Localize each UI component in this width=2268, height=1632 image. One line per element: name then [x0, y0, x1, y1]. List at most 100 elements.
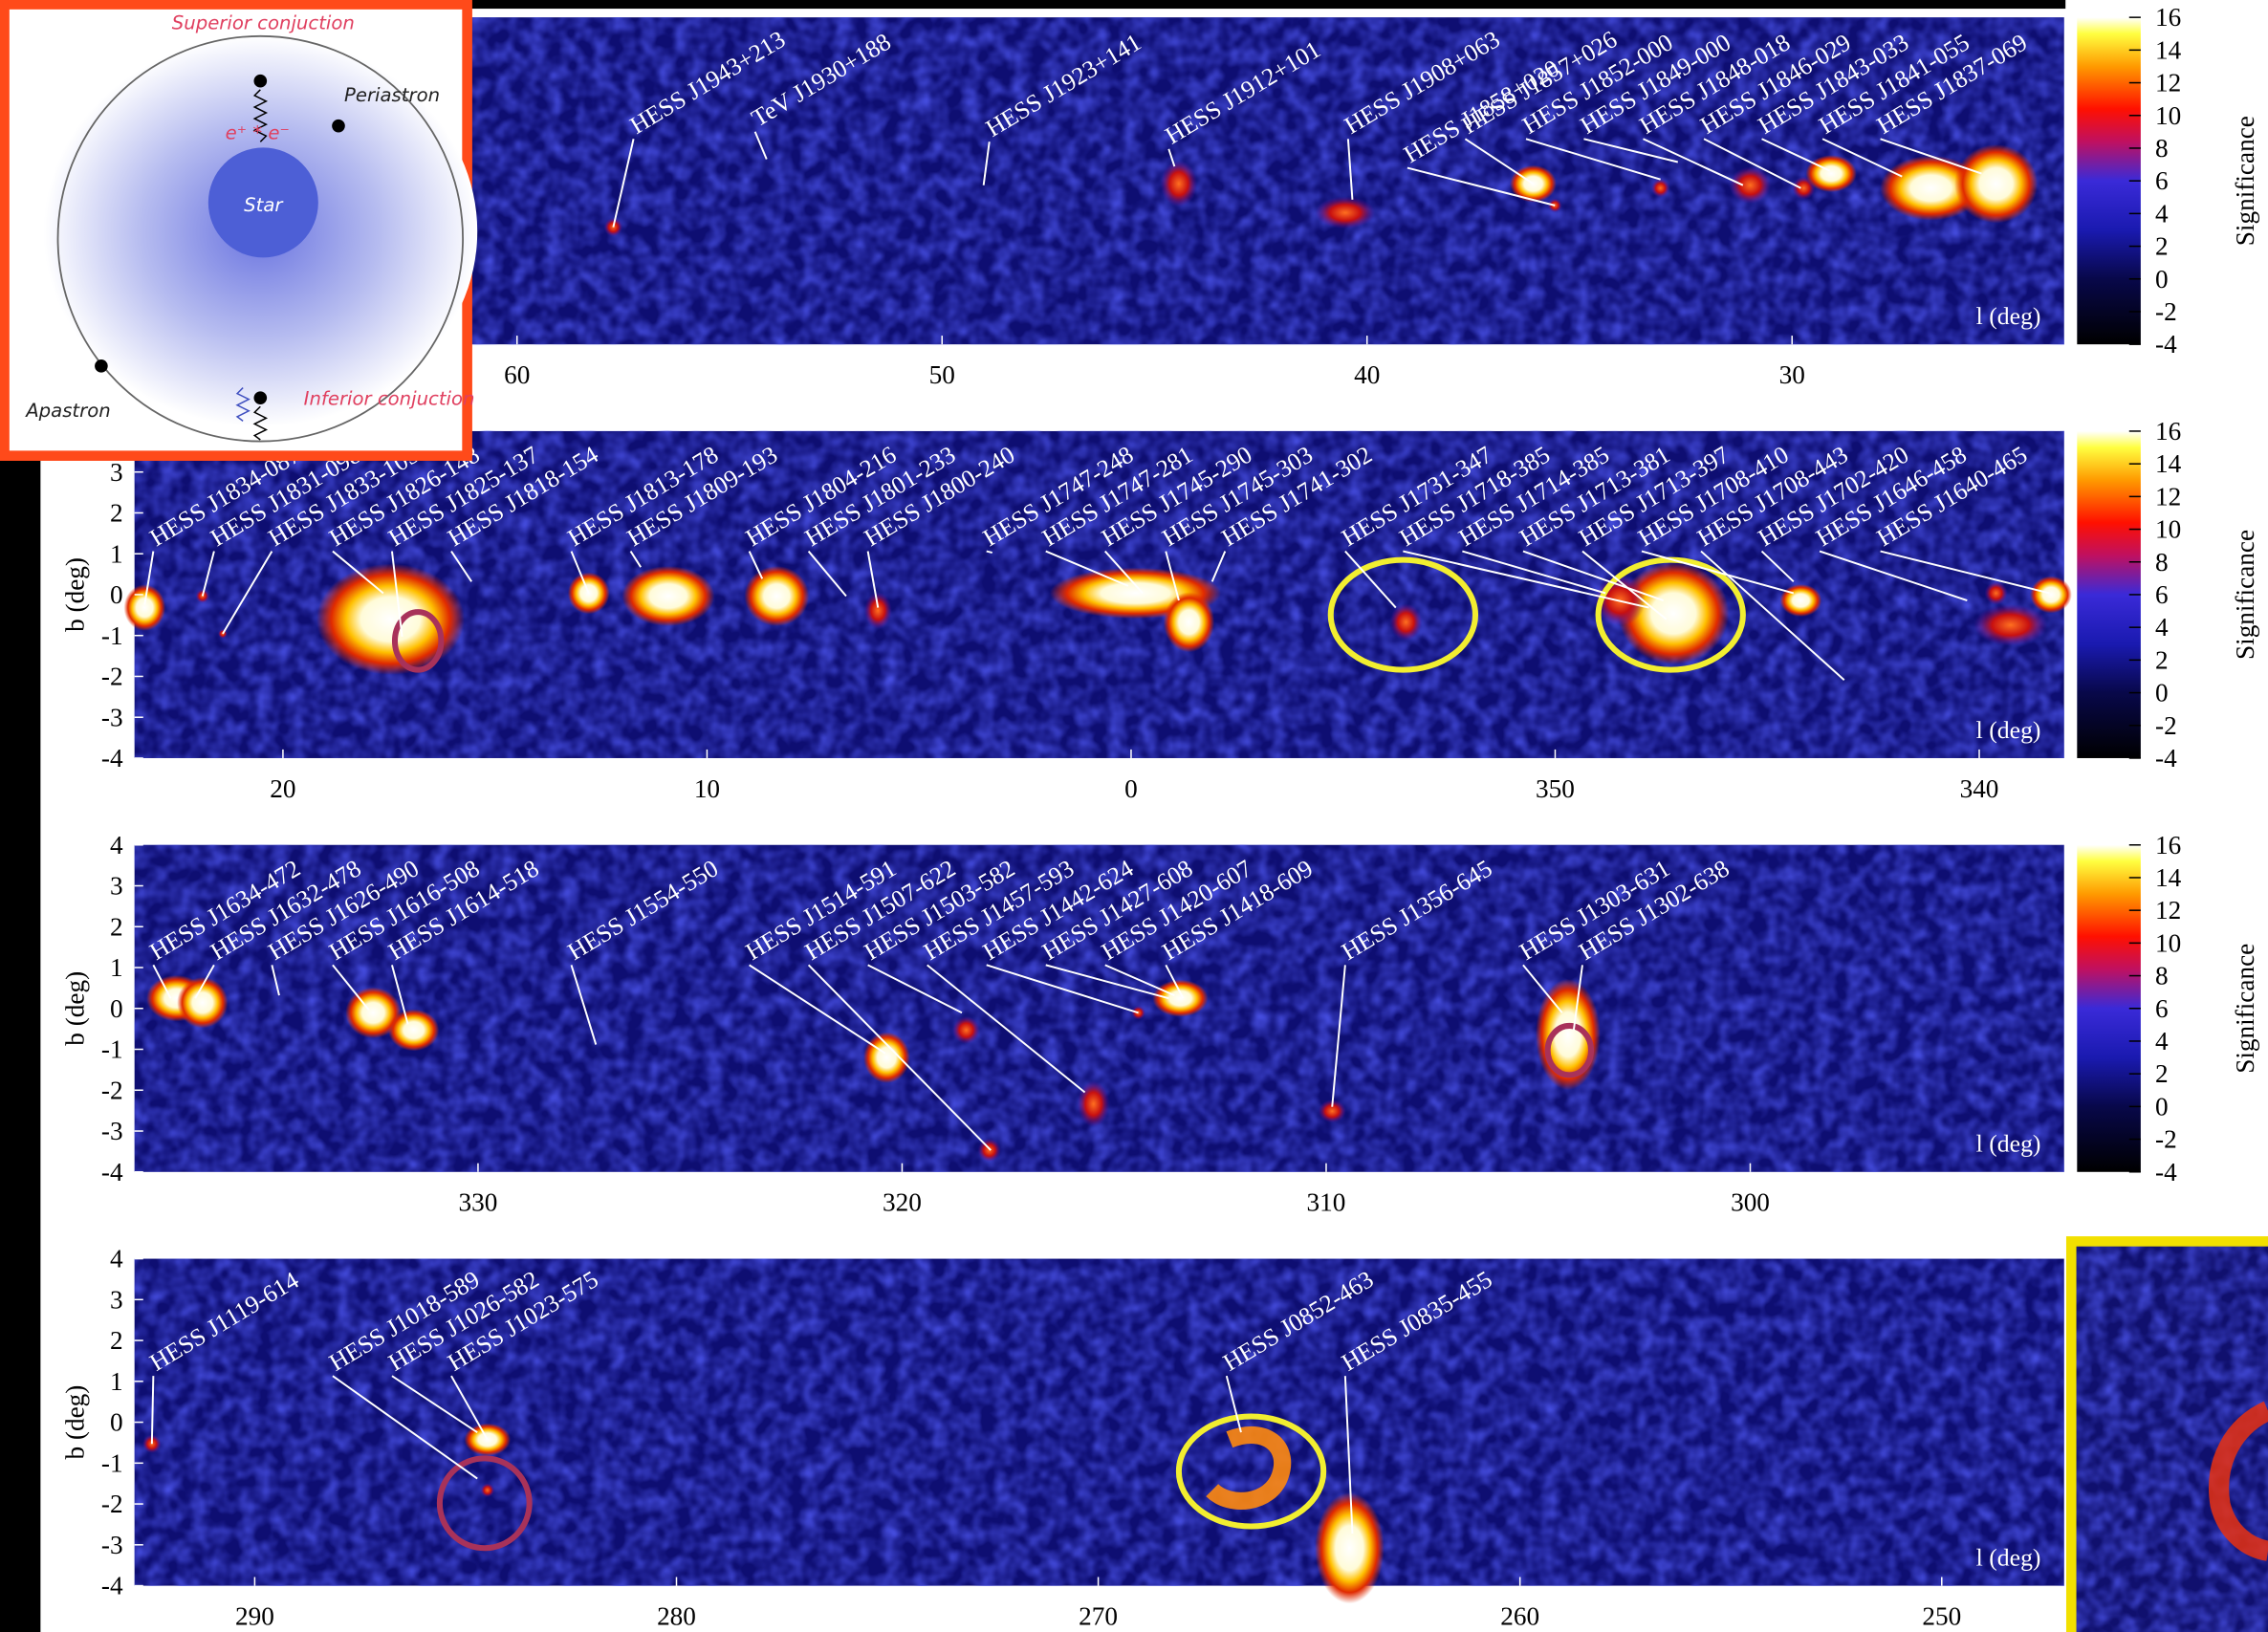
emission: [1954, 144, 2039, 224]
y-tick-label: 3: [110, 872, 123, 901]
x-tick-label: 270: [1079, 1601, 1118, 1630]
superior-label: Superior conjuction: [172, 11, 355, 33]
emission: [951, 1015, 981, 1044]
leader-line: [867, 964, 963, 1014]
leader-line: [1344, 550, 1397, 609]
leader-line: [866, 551, 880, 608]
left-bar: [0, 460, 41, 1632]
emission: [123, 584, 166, 631]
y-tick-label: 2: [110, 912, 123, 941]
emission: [2030, 576, 2072, 614]
y-tick-label: -3: [101, 703, 123, 731]
wave: [252, 405, 269, 441]
star-label: Star: [244, 194, 284, 216]
leader-line: [629, 551, 642, 568]
y-tick-label: -2: [101, 1076, 123, 1104]
apastron-label: Apastron: [24, 400, 110, 422]
leader-line: [391, 1375, 478, 1433]
leader-line: [390, 551, 403, 637]
leader-line: [1583, 138, 1679, 163]
leader-line: [332, 550, 384, 595]
y-tick-label: 4: [110, 1245, 123, 1273]
colorbar-tick-label: 10: [2155, 515, 2181, 544]
emission: [744, 566, 810, 626]
emission: [1318, 1099, 1346, 1123]
emission: [316, 563, 465, 675]
colorbar-tick-label: -2: [2155, 711, 2177, 740]
shell: [1206, 1425, 1292, 1510]
x-tick-label: 60: [504, 360, 530, 389]
binary-inset: Star Superior conjuction Periastron e⁺ *…: [0, 0, 478, 461]
x-tick-label: 340: [1960, 774, 1999, 803]
colorbar-tick-label: 16: [2155, 417, 2181, 446]
leader-line: [1167, 148, 1176, 167]
colorbar-label: Significance: [2231, 116, 2259, 246]
emission: [863, 592, 892, 629]
x-tick-label: 20: [270, 774, 295, 803]
colorbar-tick-label: 0: [2155, 679, 2169, 707]
emission: [177, 977, 229, 1029]
emission: [1315, 1492, 1385, 1604]
colorbar-tick-label: 2: [2155, 645, 2169, 674]
leader-line: [152, 964, 172, 999]
y-tick-label: 3: [110, 1285, 123, 1314]
leader-line: [1821, 138, 1903, 178]
y-tick-label: -4: [101, 1158, 123, 1186]
leader-line: [391, 965, 409, 1025]
leader-line: [986, 964, 1139, 1014]
x-axis-label: l (deg): [1976, 1543, 2041, 1571]
leader-line: [1343, 1376, 1354, 1534]
highlight-circle: [1175, 1413, 1327, 1530]
colorbar-tick-label: -2: [2155, 1125, 2177, 1154]
x-tick-label: 280: [657, 1601, 696, 1630]
emission: [1315, 196, 1376, 229]
leader-line: [271, 965, 280, 996]
colorbar-tick-label: -4: [2155, 330, 2177, 359]
y-tick-label: 2: [110, 499, 123, 528]
x-tick-label: 290: [235, 1601, 274, 1630]
y-tick-label: 4: [110, 831, 123, 860]
highlight-circle: [391, 609, 445, 673]
emission: [1077, 1080, 1110, 1127]
leader-line: [1880, 550, 2050, 595]
leader-line: [807, 964, 992, 1151]
colorbar-tick-label: 10: [2155, 928, 2181, 957]
leader-line: [748, 551, 764, 579]
pulsar-inferior: [253, 391, 268, 404]
leader-line: [1210, 551, 1227, 582]
leader-line: [450, 551, 472, 582]
y-tick-label: -4: [101, 1572, 123, 1600]
leader-line: [807, 550, 847, 598]
leader-line: [1331, 965, 1346, 1107]
y-tick-label: -2: [101, 663, 123, 691]
emission: [480, 1483, 495, 1497]
emission: [1729, 166, 1772, 205]
y-axis-label: b (deg): [61, 1385, 90, 1460]
y-tick-label: -3: [101, 1117, 123, 1145]
emission: [1805, 155, 1857, 192]
leader-line: [1700, 550, 1845, 681]
leader-line: [1703, 138, 1801, 189]
emission: [1779, 584, 1822, 617]
leader-line: [986, 550, 992, 555]
y-tick-label: -4: [101, 744, 123, 772]
colorbar-tick-label: 4: [2155, 1027, 2169, 1055]
y-tick-label: 0: [110, 580, 123, 609]
colorbar-tick-label: 8: [2155, 548, 2169, 577]
y-tick-label: 1: [110, 539, 123, 568]
leader-line: [1045, 964, 1169, 1000]
leader-line: [612, 139, 635, 228]
pulsar-superior: [253, 74, 268, 88]
colorbar-tick-label: 14: [2155, 863, 2182, 892]
y-tick-label: -2: [101, 1490, 123, 1518]
wave: [252, 89, 269, 142]
x-axis-label: l (deg): [1976, 302, 2041, 330]
colorbar-tick-label: 4: [2155, 199, 2169, 228]
periastron-label: Periastron: [344, 84, 440, 106]
highlight-circle: [1327, 556, 1479, 673]
highlight-circle: [436, 1455, 533, 1552]
leader-line: [1880, 138, 1982, 175]
pair-label: e⁺ * e⁻: [226, 121, 290, 143]
